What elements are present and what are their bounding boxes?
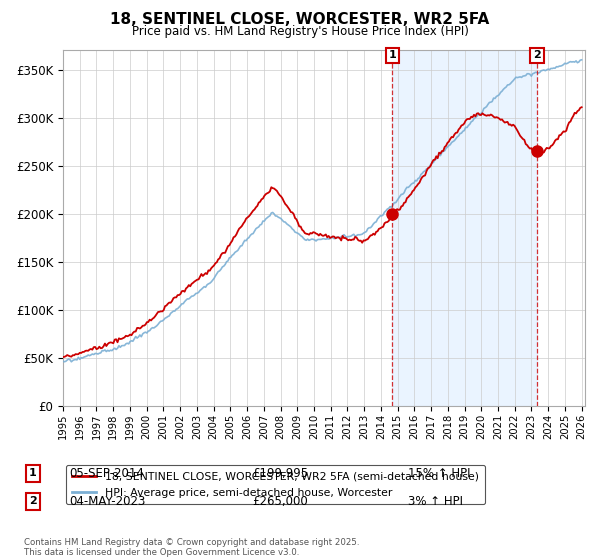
Text: 04-MAY-2023: 04-MAY-2023 <box>69 494 145 508</box>
Text: 1: 1 <box>388 50 396 60</box>
Text: 05-SEP-2014: 05-SEP-2014 <box>69 466 144 480</box>
Text: 18, SENTINEL CLOSE, WORCESTER, WR2 5FA: 18, SENTINEL CLOSE, WORCESTER, WR2 5FA <box>110 12 490 27</box>
Text: 15% ↑ HPI: 15% ↑ HPI <box>408 466 470 480</box>
Legend: 18, SENTINEL CLOSE, WORCESTER, WR2 5FA (semi-detached house), HPI: Average price: 18, SENTINEL CLOSE, WORCESTER, WR2 5FA (… <box>66 465 485 505</box>
Text: Contains HM Land Registry data © Crown copyright and database right 2025.
This d: Contains HM Land Registry data © Crown c… <box>24 538 359 557</box>
Text: £199,995: £199,995 <box>252 466 308 480</box>
Bar <box>392 50 537 406</box>
Text: Price paid vs. HM Land Registry's House Price Index (HPI): Price paid vs. HM Land Registry's House … <box>131 25 469 38</box>
Text: 3% ↑ HPI: 3% ↑ HPI <box>408 494 463 508</box>
Text: 2: 2 <box>533 50 541 60</box>
Text: £265,000: £265,000 <box>252 494 308 508</box>
Text: 1: 1 <box>29 468 37 478</box>
Text: 2: 2 <box>29 496 37 506</box>
